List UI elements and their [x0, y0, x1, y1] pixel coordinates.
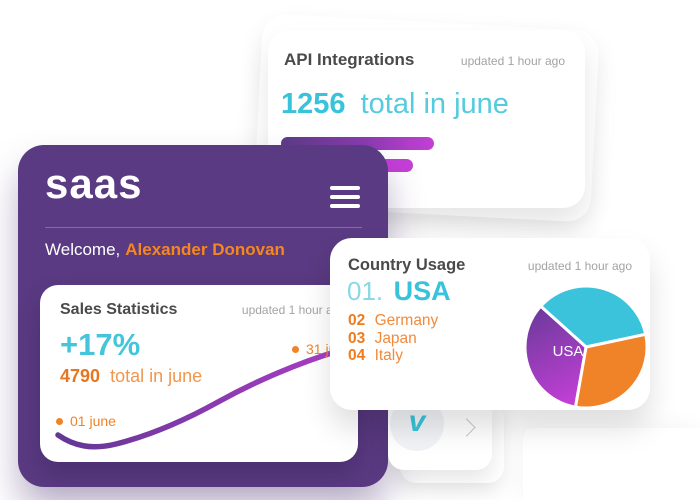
sales-card-header: Sales Statistics updated 1 hour ago — [40, 285, 358, 319]
partial-corner-card — [523, 428, 700, 500]
user-name: Alexander Donovan — [125, 240, 285, 259]
api-total-suffix: total in june — [360, 88, 509, 120]
carousel-next-button[interactable] — [457, 410, 484, 438]
country-rank: 04 — [348, 347, 366, 364]
country-card-header: Country Usage updated 1 hour ago — [330, 238, 650, 275]
hamburger-icon — [330, 186, 360, 190]
pie-slice-orange — [573, 332, 649, 410]
api-card-header: API Integrations updated 1 hour ago — [268, 30, 585, 70]
country-updated-timestamp: updated 1 hour ago — [527, 259, 632, 273]
bullet-dot-icon — [56, 417, 63, 425]
sales-trend-percent: +17% — [60, 327, 141, 362]
vimeo-icon: v — [408, 405, 426, 438]
pie-slice-cyan — [539, 284, 648, 349]
header-divider — [45, 227, 362, 228]
api-card-title: API Integrations — [284, 50, 415, 69]
sales-total-number: 4790 — [60, 366, 101, 386]
country-card-title: Country Usage — [348, 256, 466, 274]
list-item: 03 Japan — [348, 330, 438, 348]
pie-slice-purple-usa — [523, 304, 588, 409]
country-rank: 02 — [348, 312, 366, 329]
saas-logo: saas — [45, 160, 143, 207]
hamburger-icon — [330, 204, 360, 208]
saas-main-card: saas Welcome, Alexander Donovan Sa — [18, 145, 388, 487]
country-ranking-list: 02 Germany 03 Japan 04 Italy — [348, 312, 438, 365]
country-name: Italy — [374, 347, 403, 364]
sales-total-suffix: total in june — [110, 366, 203, 386]
country-name: Germany — [374, 312, 439, 329]
welcome-prefix: Welcome, — [45, 240, 121, 259]
bullet-dot-icon — [292, 345, 299, 353]
welcome-message: Welcome, Alexander Donovan — [45, 240, 285, 260]
pie-usa-label: USA — [553, 343, 584, 360]
sales-total-value: 4790 total in june — [60, 366, 202, 387]
hamburger-icon — [330, 195, 360, 199]
top-country: 01. USA — [347, 276, 451, 307]
top-country-rank: 01. — [347, 276, 384, 306]
sales-trend-line — [55, 348, 341, 450]
list-item: 04 Italy — [348, 347, 438, 365]
sales-line-chart — [55, 348, 341, 450]
api-total-value: 1256 total in june — [268, 70, 585, 121]
list-item: 02 Germany — [348, 312, 438, 330]
api-updated-timestamp: updated 1 hour ago — [460, 54, 565, 68]
top-country-name: USA — [393, 276, 451, 306]
start-date-label: 01 june — [70, 413, 116, 429]
country-rank: 03 — [348, 329, 366, 347]
country-pie-chart: USA — [523, 284, 649, 410]
sales-card-title: Sales Statistics — [60, 301, 178, 318]
sales-statistics-card: Sales Statistics updated 1 hour ago +17%… — [40, 285, 358, 462]
hamburger-menu-button[interactable] — [330, 186, 360, 208]
sales-updated-timestamp: updated 1 hour ago — [241, 303, 346, 317]
country-name: Japan — [374, 329, 417, 347]
chart-start-label: 01 june — [56, 413, 116, 429]
api-total-number: 1256 — [281, 88, 346, 120]
chevron-right-icon — [457, 417, 476, 437]
country-usage-card: Country Usage updated 1 hour ago 01. USA… — [330, 238, 650, 410]
